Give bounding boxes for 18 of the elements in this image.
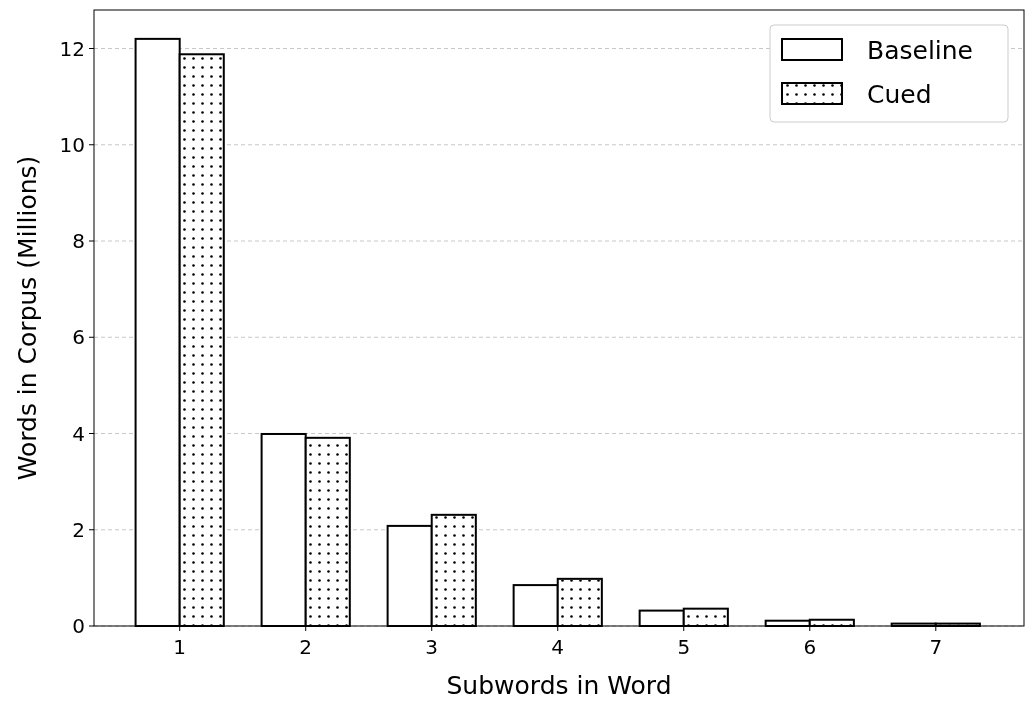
y-tick-label: 8 bbox=[72, 229, 85, 253]
y-tick-label: 10 bbox=[59, 132, 85, 157]
x-tick-label: 6 bbox=[803, 635, 817, 659]
x-tick-label: 3 bbox=[425, 635, 439, 659]
x-tick-label: 1 bbox=[173, 635, 187, 659]
y-tick-label: 4 bbox=[72, 421, 85, 446]
x-tick-label: 4 bbox=[551, 635, 565, 659]
y-axis-title: Words in Corpus (Millions) bbox=[13, 155, 42, 481]
x-tick-label: 2 bbox=[299, 635, 313, 659]
x-tick-label: 7 bbox=[929, 635, 943, 659]
y-tick-label: 0 bbox=[72, 614, 85, 638]
x-axis-title: Subwords in Word bbox=[446, 671, 672, 700]
y-tick-label: 2 bbox=[72, 517, 85, 542]
legend-label: Baseline bbox=[867, 35, 973, 65]
x-tick-label: 5 bbox=[677, 635, 691, 659]
legend-label: Cued bbox=[867, 79, 932, 109]
y-tick-label: 6 bbox=[72, 325, 85, 350]
y-tick-label: 12 bbox=[59, 36, 85, 61]
